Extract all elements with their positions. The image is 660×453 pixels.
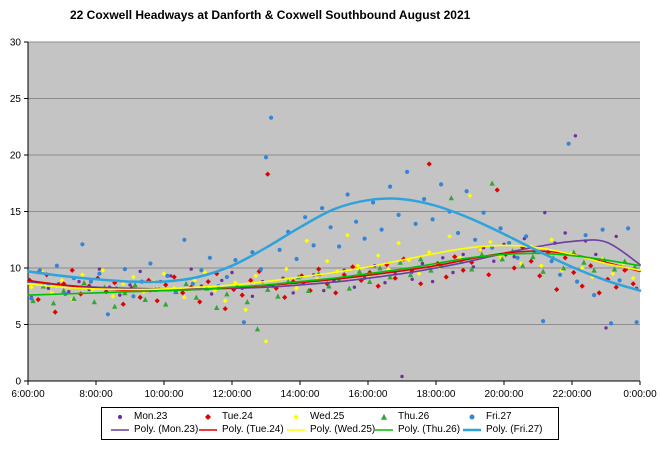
legend-line-icon: [199, 428, 217, 431]
x-tick-label: 6:00:00: [11, 389, 45, 400]
legend-label: Fri.27: [486, 411, 512, 422]
legend-item-Tue.24: Tue.24: [198, 411, 286, 422]
trendline-Poly. (Mon.23): [27, 239, 641, 290]
legend-line-icon: [111, 428, 129, 431]
y-tick-label: 15: [10, 207, 22, 218]
x-tick-label: 12:00:00: [213, 389, 252, 400]
headways-chart: 0 5 10 15 20 25 30 6:00:00 8:00:00 10:00:00 12:00:…: [10, 38, 657, 401]
legend-row-trendlines: Poly. (Mon.23) Poly. (Tue.24) Poly. (Wed.2…: [110, 424, 550, 435]
legend-label: Thu.26: [398, 411, 430, 422]
legend-label: Poly. (Thu.26): [398, 424, 461, 435]
legend-marker-icon: [117, 414, 123, 419]
legend-marker-icon: [380, 413, 388, 420]
legend-line-icon: [287, 428, 305, 431]
x-tick-label: 14:00:00: [281, 389, 320, 400]
legend-marker-icon: [293, 413, 299, 420]
legend-marker-icon: [205, 413, 211, 420]
legend-label: Poly. (Fri.27): [486, 424, 543, 435]
legend-label: Poly. (Wed.25): [310, 424, 376, 435]
y-tick-label: 0: [15, 377, 21, 388]
legend-marker-icon: [469, 414, 475, 419]
x-tick-labels: 6:00:00 8:00:00 10:00:00 12:00:00 14:00:00 16…: [11, 381, 657, 400]
legend-label: Poly. (Tue.24): [222, 424, 284, 435]
x-tick-label: 20:00:00: [485, 389, 524, 400]
legend-item-Mon.23: Mon.23: [110, 411, 198, 422]
x-tick-label: 22:00:00: [553, 389, 592, 400]
legend-label: Mon.23: [134, 411, 168, 422]
y-tick-label: 30: [10, 38, 22, 49]
trendline-Poly. (Thu.26): [27, 252, 641, 296]
trendline-Poly. (Wed.25): [27, 244, 641, 291]
legend-label: Tue.24: [222, 411, 253, 422]
chart-legend: Mon.23 Tue.24 Wed.25 Thu.26 Fri.27 Poly. (Mo…: [101, 407, 559, 440]
legend-row-markers: Mon.23 Tue.24 Wed.25 Thu.26 Fri.27: [110, 411, 550, 422]
y-tick-label: 10: [10, 264, 22, 275]
y-tick-label: 20: [10, 151, 22, 162]
legend-label: Poly. (Mon.23): [134, 424, 199, 435]
legend-item-Fri.27: Fri.27: [462, 411, 550, 422]
legend-item-Thu.26: Thu.26: [374, 411, 462, 422]
legend-item-Poly. (Fri.27): Poly. (Fri.27): [462, 424, 550, 435]
x-tick-label: 16:00:00: [349, 389, 388, 400]
trendline-Poly. (Fri.27): [26, 197, 642, 292]
x-tick-label: 0:00:00: [623, 389, 657, 400]
legend-item-Poly. (Wed.25): Poly. (Wed.25): [286, 424, 376, 435]
legend-item-Poly. (Mon.23): Poly. (Mon.23): [110, 424, 198, 435]
x-tick-label: 8:00:00: [79, 389, 113, 400]
legend-item-Poly. (Tue.24): Poly. (Tue.24): [198, 424, 286, 435]
legend-item-Wed.25: Wed.25: [286, 411, 374, 422]
y-tick-label: 5: [15, 320, 21, 331]
legend-item-Poly. (Thu.26): Poly. (Thu.26): [374, 424, 462, 435]
x-tick-label: 10:00:00: [145, 389, 184, 400]
x-tick-label: 18:00:00: [417, 389, 456, 400]
legend-line-icon: [463, 428, 481, 431]
legend-line-icon: [375, 428, 393, 431]
chart-title: 22 Coxwell Headways at Danforth & Coxwel…: [70, 8, 471, 22]
legend-label: Wed.25: [310, 411, 345, 422]
y-tick-label: 25: [10, 94, 22, 105]
